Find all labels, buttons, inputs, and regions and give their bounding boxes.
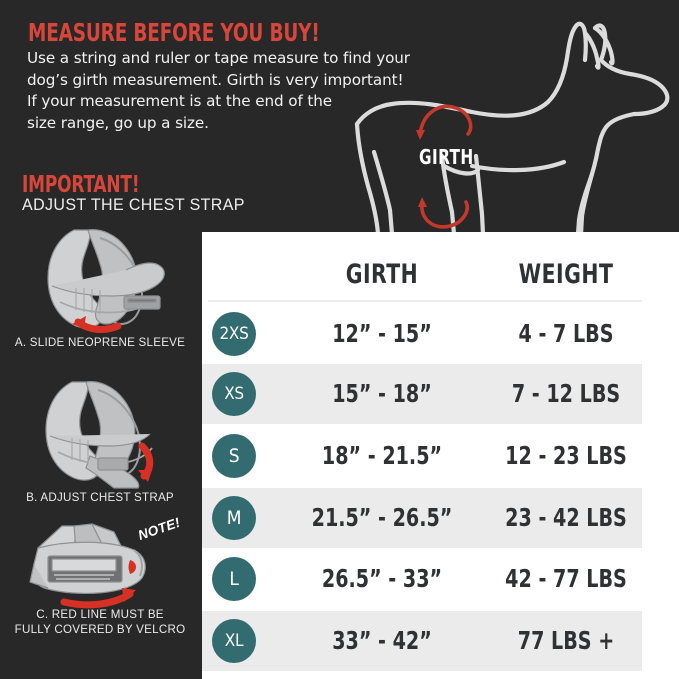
column-header-girth: GIRTH (345, 259, 419, 290)
important-subheading: ADJUST THE CHEST STRAP (22, 196, 245, 214)
cell-weight: 4 - 7 LBS (518, 319, 614, 348)
cell-weight: 12 - 23 LBS (505, 441, 627, 470)
size-badge: XS (212, 372, 256, 416)
step-c-caption: C. RED LINE MUST BE FULLY COVERED BY VEL… (0, 608, 200, 637)
intro-paragraph: Use a string and ruler or tape measure t… (27, 48, 410, 134)
header-divider (208, 300, 642, 302)
size-badge: M (212, 496, 256, 540)
arrow-icon (60, 588, 136, 609)
caption-line: C. RED LINE MUST BE (36, 608, 164, 621)
important-heading: IMPORTANT! (22, 172, 140, 198)
arrow-icon (72, 316, 122, 333)
harness-slide-sleeve-icon (14, 226, 194, 343)
column-header-weight: WEIGHT (518, 259, 614, 290)
cell-weight: 77 LBS + (517, 626, 615, 655)
intro-line: dog’s girth measurement. Girth is very i… (27, 70, 404, 89)
size-badge: 2XS (212, 312, 256, 356)
cell-girth: 18” - 21.5” (321, 441, 443, 470)
cell-weight: 7 - 12 LBS (511, 379, 621, 408)
cell-girth: 26.5” - 33” (321, 564, 443, 593)
size-chart-table: GIRTH WEIGHT 2XS 12” - 15” 4 - 7 LBS XS … (202, 232, 679, 679)
harness-velcro-icon (18, 522, 198, 615)
cell-weight: 42 - 77 LBS (505, 564, 627, 593)
cell-girth: 15” - 18” (332, 379, 432, 408)
size-badge: L (212, 557, 256, 601)
red-line-marker-icon (128, 560, 136, 574)
girth-label: GIRTH (419, 145, 474, 169)
arrow-head-icon (416, 130, 425, 140)
cell-girth: 12” - 15” (332, 319, 432, 348)
dog-diagram (352, 6, 679, 238)
intro-line: If your measurement is at the end of the (27, 92, 333, 110)
row-stripe (202, 611, 642, 671)
row-stripe (202, 488, 642, 548)
cell-girth: 21.5” - 26.5” (311, 503, 453, 532)
caption-line: B. ADJUST CHEST STRAP (26, 491, 174, 504)
row-stripe (202, 364, 642, 424)
harness-adjust-strap-icon (14, 378, 194, 495)
size-badge: S (212, 434, 256, 478)
dog-outline-icon (354, 21, 670, 237)
size-badge: XL (212, 619, 256, 663)
caption-line: FULLY COVERED BY VELCRO (14, 622, 186, 636)
caption-line: A. SLIDE NEOPRENE SLEEVE (14, 336, 186, 349)
girth-measure-arc-icon (416, 104, 473, 229)
step-b-caption: B. ADJUST CHEST STRAP (0, 491, 200, 506)
arrow-head-icon (418, 197, 427, 207)
cell-weight: 23 - 42 LBS (505, 503, 627, 532)
intro-line: Use a string and ruler or tape measure t… (27, 49, 410, 67)
page-title: MEASURE BEFORE YOU BUY! (28, 18, 320, 47)
arrow-icon (138, 442, 154, 482)
cell-girth: 33” - 42” (332, 626, 432, 655)
step-a-caption: A. SLIDE NEOPRENE SLEEVE (0, 336, 200, 351)
intro-line: size range, go up a size. (27, 113, 209, 132)
